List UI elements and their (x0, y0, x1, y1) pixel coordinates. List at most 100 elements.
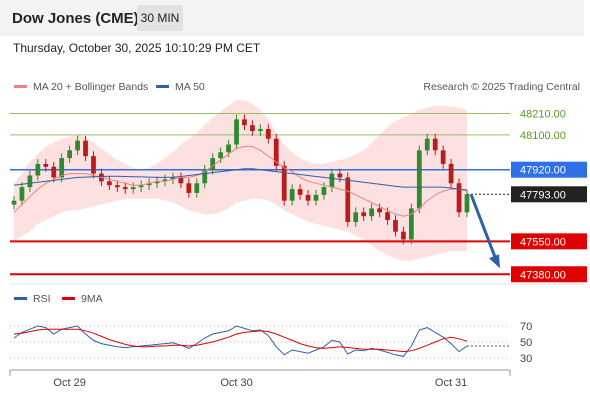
candle-body-46 (377, 208, 382, 213)
candle-body-12 (106, 181, 112, 186)
candle-body-44 (361, 212, 367, 217)
header-bar: Dow Jones (CME) 30 MIN (0, 0, 584, 36)
candle-body-19 (162, 179, 168, 182)
candle-body-34 (281, 165, 287, 201)
candle-body-35 (289, 189, 295, 201)
instrument-title: Dow Jones (CME) (12, 10, 139, 27)
forecast-arrow-head (489, 254, 500, 269)
candle-body-2 (27, 175, 33, 188)
candle-body-47 (385, 212, 390, 221)
candle-body-36 (297, 189, 303, 195)
timeframe-badge[interactable]: 30 MIN (137, 5, 183, 31)
ma20-line (13, 146, 468, 217)
candle-body-29 (242, 119, 247, 126)
candle-body-14 (122, 187, 128, 190)
candle-body-5 (51, 166, 57, 178)
candle-body-56 (456, 183, 462, 213)
candle-body-0 (11, 200, 17, 205)
rsi-ma-line (13, 328, 468, 353)
candle-body-31 (257, 129, 263, 131)
candle-body-48 (393, 220, 398, 232)
level-label-3: 47793.00 (520, 189, 566, 201)
candle-body-39 (321, 187, 327, 195)
candle-body-40 (329, 173, 335, 188)
x-tick-label-2: Oct 31 (435, 377, 467, 389)
rsi-tick-0: 70 (520, 321, 532, 333)
x-tick-label-1: Oct 30 (220, 377, 252, 389)
rsi-legend-swatch (14, 297, 27, 300)
candle-body-6 (59, 158, 65, 178)
bollinger-band-area (14, 100, 467, 261)
timestamp: Thursday, October 30, 2025 10:10:29 PM C… (13, 41, 261, 55)
level-labels: 48210.00 48100.00 47920.00 47793.00 47550.00… (511, 109, 587, 283)
level-label-0: 48210.00 (520, 109, 566, 121)
candle-body-26 (218, 152, 224, 159)
bollinger-legend-swatch (14, 85, 27, 88)
candle-body-18 (154, 181, 160, 184)
candle-body-16 (138, 185, 144, 188)
ma50-legend-label: MA 50 (175, 81, 205, 93)
candle-body-38 (313, 194, 319, 201)
level-label-4: 47550.00 (520, 236, 566, 248)
forecast-arrow (469, 193, 500, 269)
candle-body-42 (345, 177, 351, 222)
copyright-text: Research © 2025 Trading Central (423, 81, 580, 93)
candle-body-50 (408, 208, 414, 240)
level-tag-5 (511, 266, 587, 283)
candle-body-3 (35, 163, 41, 176)
candle-body-41 (337, 173, 343, 178)
ma50-line (13, 168, 468, 191)
candle-body-7 (67, 150, 73, 159)
candle-body-17 (146, 183, 152, 186)
candle-body-43 (353, 212, 359, 222)
moving-averages (13, 146, 468, 217)
candle-body-15 (130, 187, 136, 190)
candle-body-21 (178, 177, 184, 184)
candle-body-33 (273, 138, 279, 166)
candle-body-45 (369, 208, 375, 217)
candle-body-37 (305, 194, 311, 201)
candle-body-20 (170, 177, 176, 180)
candle-body-54 (440, 150, 446, 164)
rsi-tick-2: 30 (520, 353, 532, 365)
candle-body-49 (401, 231, 406, 240)
candle-body-53 (432, 138, 438, 151)
level-tag-2 (511, 161, 587, 178)
level-label-2: 47920.00 (520, 165, 566, 177)
rsi-ma-legend-swatch (62, 297, 75, 300)
candle-body-30 (250, 125, 255, 131)
level-tag-3 (511, 186, 587, 203)
forecast-arrow-shaft (469, 193, 499, 263)
candle-body-24 (202, 169, 208, 184)
candle-body-9 (83, 140, 88, 157)
bollinger-band-fill (14, 100, 467, 261)
rsi-legend-label: RSI (33, 293, 51, 305)
rsi-line (13, 325, 468, 357)
candle-body-13 (114, 185, 120, 188)
rsi-tick-1: 50 (520, 337, 532, 349)
bollinger-legend-label: MA 20 + Bollinger Bands (33, 81, 148, 93)
candle-body-57 (464, 194, 470, 213)
candles (11, 114, 470, 245)
candle-body-55 (448, 163, 454, 184)
candle-body-27 (226, 144, 231, 153)
rsi-panel: 70 50 30 (10, 321, 532, 365)
candle-body-28 (234, 119, 239, 145)
x-axis-ticks: Oct 29 Oct 30 Oct 31 (9, 370, 511, 389)
candle-body-51 (416, 150, 422, 209)
candle-body-22 (186, 183, 192, 193)
ma50-legend-swatch (156, 85, 169, 88)
candle-body-25 (210, 158, 216, 170)
level-tag-4 (511, 233, 587, 250)
candle-body-4 (43, 163, 49, 167)
rsi-ma-legend-label: 9MA (81, 293, 103, 305)
candle-body-23 (194, 183, 200, 193)
candle-body-32 (265, 129, 271, 139)
level-label-1: 48100.00 (520, 130, 566, 142)
candle-body-1 (19, 187, 25, 201)
x-tick-label-0: Oct 29 (53, 377, 85, 389)
candle-body-10 (91, 156, 96, 174)
candle-body-8 (75, 140, 80, 151)
candle-body-52 (424, 138, 430, 151)
